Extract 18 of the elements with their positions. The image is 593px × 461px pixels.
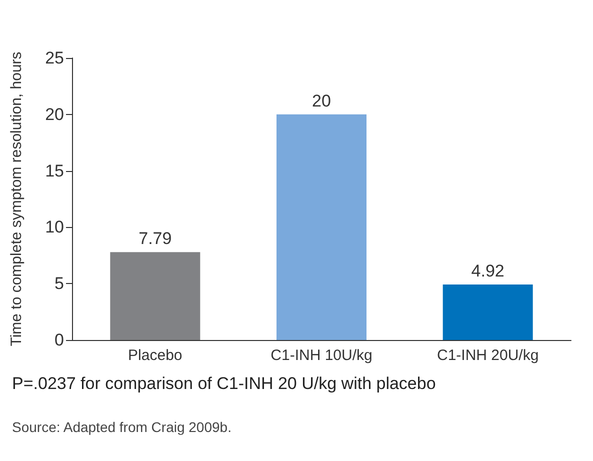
y-axis-title: Time to complete symptom resolution, hours [8,52,25,346]
bar [276,114,366,340]
x-tick-label: Placebo [128,347,182,364]
y-tick-label: 15 [45,161,64,180]
bar [110,252,200,340]
data-label: 4.92 [471,262,504,280]
source-note: Source: Adapted from Craig 2009b. [12,419,232,435]
data-label: 7.79 [138,229,172,248]
y-tick-label: 20 [45,104,64,124]
y-tick-label: 25 [45,48,64,68]
y-tick-label: 5 [54,274,64,294]
bar [442,284,533,340]
text: P=.0237 for comparison of C1-INH 20 U/kg with placebo [12,374,436,393]
x-tick-label: C1-INH 10U/kg [270,347,372,364]
x-tick-label: C1-INH 20U/kg [436,347,539,364]
y-tick-label: 0 [54,330,64,350]
data-label: 20 [312,91,331,110]
y-tick-label: 10 [45,218,64,237]
